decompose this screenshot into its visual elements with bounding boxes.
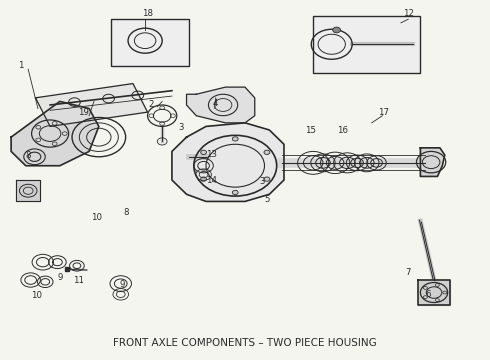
Text: 6: 6	[425, 290, 430, 299]
Text: 15: 15	[305, 126, 316, 135]
Text: 7: 7	[405, 268, 411, 277]
Text: 8: 8	[25, 151, 31, 160]
Text: 13: 13	[206, 150, 218, 159]
Text: 9: 9	[120, 280, 125, 289]
Circle shape	[264, 177, 270, 181]
Circle shape	[232, 137, 238, 141]
Text: 18: 18	[142, 9, 153, 18]
Circle shape	[201, 150, 206, 154]
Text: FRONT AXLE COMPONENTS – TWO PIECE HOUSING: FRONT AXLE COMPONENTS – TWO PIECE HOUSIN…	[113, 338, 377, 347]
Polygon shape	[187, 87, 255, 123]
Text: 8: 8	[123, 208, 128, 217]
Circle shape	[333, 27, 341, 33]
Text: 3: 3	[259, 177, 265, 186]
Polygon shape	[16, 180, 40, 202]
Text: 17: 17	[378, 108, 390, 117]
Text: 1: 1	[18, 61, 24, 70]
Polygon shape	[35, 84, 147, 126]
Polygon shape	[420, 148, 445, 176]
Circle shape	[232, 190, 238, 195]
Text: 10: 10	[31, 291, 42, 300]
Text: 19: 19	[78, 108, 89, 117]
Text: 3: 3	[178, 123, 183, 132]
Text: 14: 14	[206, 176, 218, 185]
Text: 11: 11	[73, 276, 84, 285]
Text: 4: 4	[213, 99, 219, 108]
Polygon shape	[11, 102, 99, 166]
Text: 16: 16	[337, 126, 348, 135]
Polygon shape	[172, 123, 284, 202]
Circle shape	[264, 150, 270, 154]
Circle shape	[201, 177, 206, 181]
Bar	[313, 16, 420, 73]
Bar	[111, 19, 189, 66]
Text: 2: 2	[148, 100, 154, 109]
Text: 10: 10	[91, 213, 102, 222]
Polygon shape	[418, 280, 450, 305]
Text: 12: 12	[403, 9, 414, 18]
Text: 5: 5	[264, 195, 270, 204]
Text: 9: 9	[57, 273, 63, 282]
